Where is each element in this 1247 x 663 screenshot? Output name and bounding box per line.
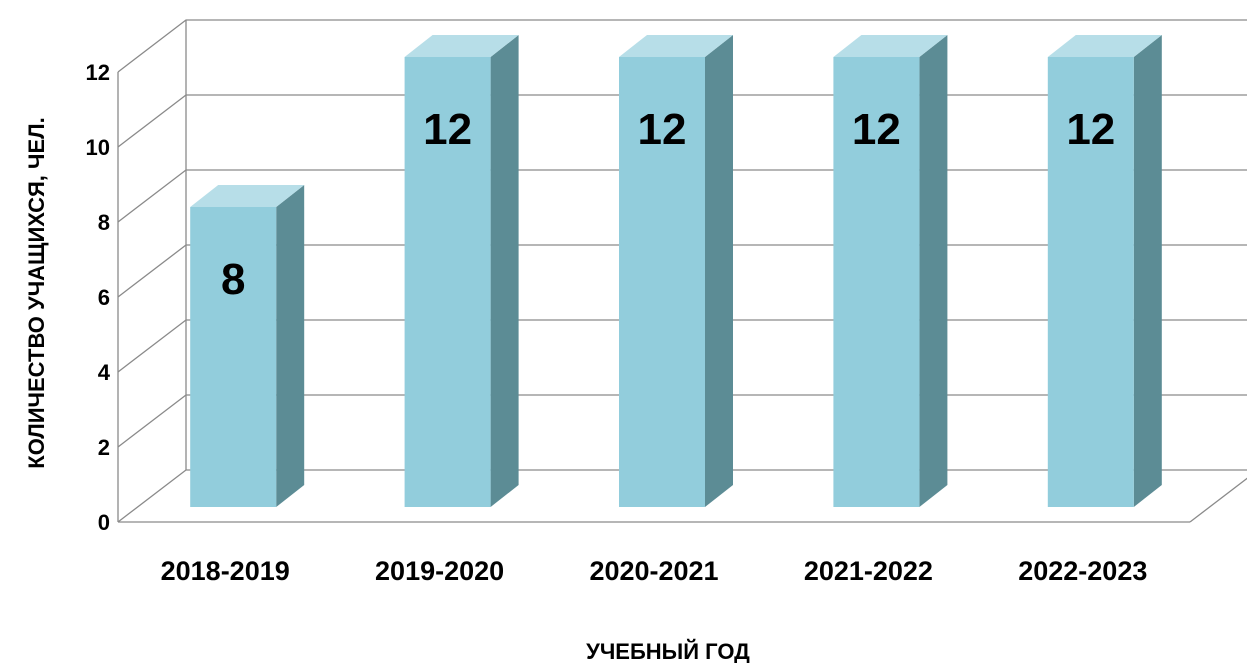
bar-side-2019-2020 [490,35,519,507]
bar-front-2019-2020 [404,57,491,507]
bar-side-2021-2022 [919,35,948,507]
x-tick-label-2021-2022: 2021-2022 [804,556,933,586]
bar-side-2020-2021 [705,35,733,507]
data-label-2019-2020: 12 [423,105,472,154]
x-tick-label-2018-2019: 2018-2019 [161,556,290,586]
bar-front-2018-2019 [190,207,277,507]
y-tick-label-2: 2 [98,435,110,460]
gridline-12 [117,19,1247,73]
data-label-2021-2022: 12 [852,105,901,154]
bar-side-2022-2023 [1133,35,1162,507]
bar-top-2022-2023 [1047,35,1162,57]
bar-layer [190,35,1162,507]
data-label-2018-2019: 8 [221,255,245,304]
bar-top-2018-2019 [190,185,305,207]
x-tick-label-2022-2023: 2022-2023 [1018,556,1147,586]
data-label-2022-2023: 12 [1066,105,1115,154]
bar-side-2018-2019 [276,185,305,507]
y-tick-label-6: 6 [98,285,110,310]
x-tick-label-2020-2021: 2020-2021 [589,556,718,586]
y-tick-label-0: 0 [98,510,110,535]
grid-layer [117,19,1247,523]
bar-2022-2023 [1047,35,1162,507]
y-tick-label-4: 4 [98,360,111,385]
bar-2019-2020 [404,35,519,507]
bar-2020-2021 [619,35,733,507]
x-tick-label-2019-2020: 2019-2020 [375,556,504,586]
y-tick-label-8: 8 [98,210,110,235]
y-axis-title: КОЛИЧЕСТВО УЧАЩИХСЯ, ЧЕЛ. [24,117,49,468]
bar-2018-2019 [190,185,305,507]
bar-top-2019-2020 [404,35,519,57]
data-label-2020-2021: 12 [638,105,687,154]
label-layer: 0 2 4 6 8 10 12 8 2018-2019 12 2019-2020 12 2020-202… [86,60,1148,586]
y-tick-label-10: 10 [86,135,110,160]
bar-top-2020-2021 [619,35,733,57]
bar-front-2020-2021 [619,57,705,507]
bar-front-2022-2023 [1047,57,1134,507]
x-axis-title: УЧЕБНЫЙ ГОД [586,639,750,663]
floor-right-edge [1189,477,1247,523]
y-tick-label-12: 12 [86,60,110,85]
bar-2021-2022 [833,35,948,507]
bar-front-2021-2022 [833,57,920,507]
bar-top-2021-2022 [833,35,948,57]
